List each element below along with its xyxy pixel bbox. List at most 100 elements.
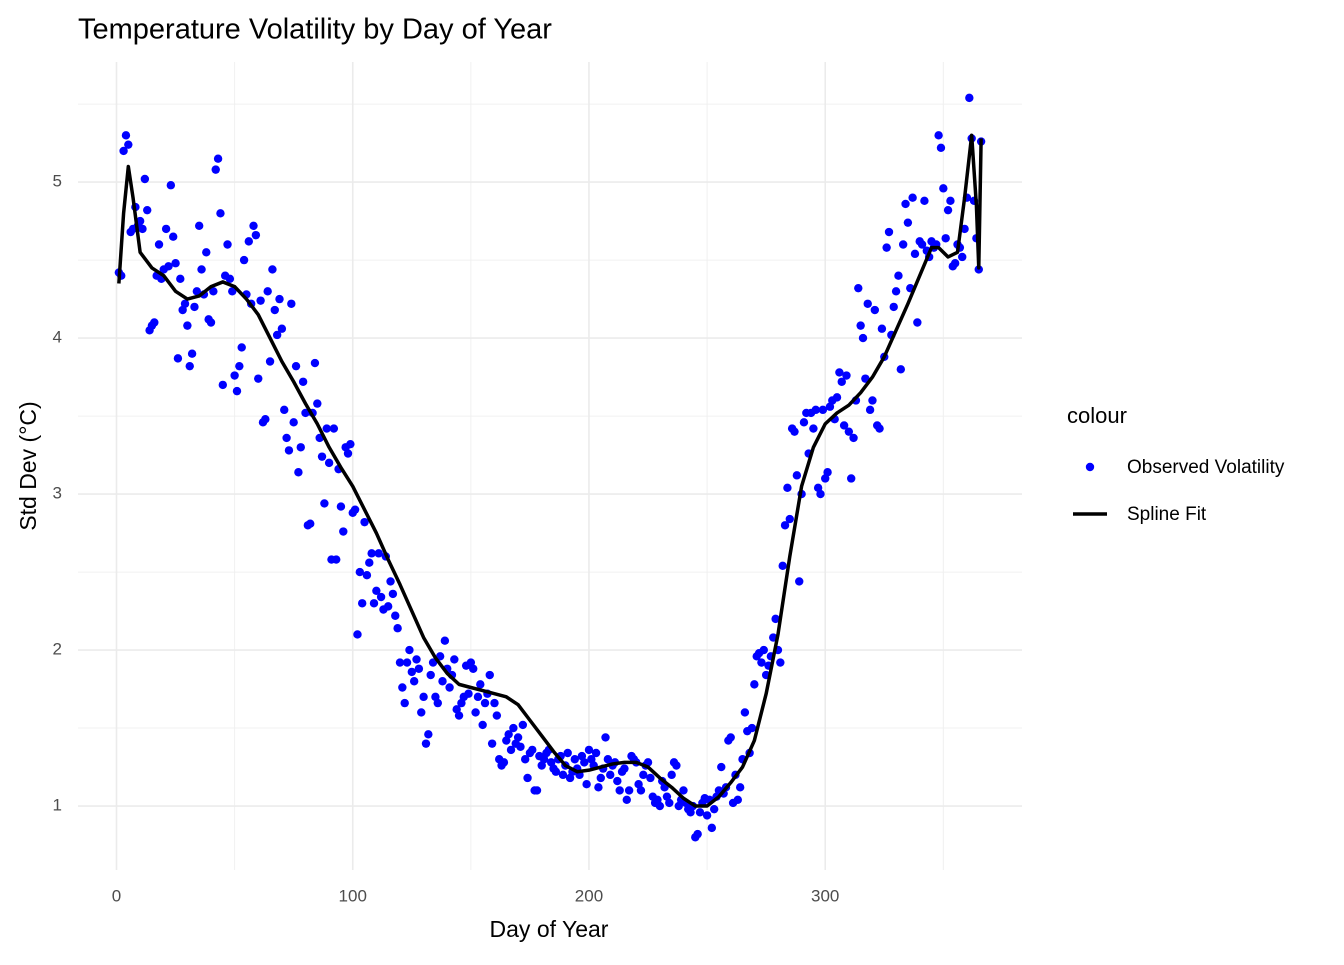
data-point [861,374,870,383]
data-point [941,234,950,243]
data-point [400,698,409,708]
data-point [362,570,372,580]
data-point [405,645,414,655]
data-point [620,764,629,773]
data-point [528,745,537,755]
data-point [183,321,192,330]
x-tick-label: 200 [575,886,603,905]
data-point [268,265,277,274]
data-point [161,224,171,234]
data-point [313,399,322,408]
data-point [298,377,308,386]
data-point [206,318,216,327]
data-point [296,443,305,452]
data-point [211,165,220,174]
data-point [594,783,603,792]
data-point [263,287,272,296]
data-point [355,567,365,577]
data-point [854,283,863,293]
data-point [426,670,435,680]
y-tick-label: 2 [53,640,62,659]
data-point [844,427,854,436]
data-point [832,393,842,402]
data-point [317,452,327,461]
data-point [239,255,249,265]
legend-label: Spline Fit [1127,504,1207,525]
data-point [171,259,180,268]
data-point [320,499,329,508]
data-point [776,658,785,667]
data-point [251,230,261,240]
data-point [187,349,197,358]
data-point [891,287,901,296]
x-tick-label: 0 [112,886,121,905]
data-point [934,131,943,140]
data-point [811,405,820,415]
data-point [889,302,898,312]
data-point [478,720,487,730]
data-point [913,318,922,327]
data-point [747,723,757,733]
data-point [516,742,525,751]
data-point [726,733,735,742]
data-point [695,808,705,817]
data-point [445,683,454,692]
data-point [513,733,523,742]
data-point [294,468,303,477]
data-point [407,667,417,677]
data-point [740,708,750,717]
data-point [119,146,128,156]
data-point [816,489,825,499]
data-point [613,776,622,786]
data-point [490,698,499,708]
data-point [965,93,974,103]
y-tick-label: 1 [53,796,62,815]
data-point [693,829,702,839]
data-point [792,471,802,480]
data-point [301,408,310,418]
data-point [936,143,946,152]
data-point [353,630,362,639]
data-point [435,652,445,661]
data-point [875,424,884,433]
data-point [601,733,610,742]
data-point [473,692,483,702]
data-point [570,755,580,764]
data-point [735,783,745,792]
data-point [950,259,960,268]
data-point [709,804,719,814]
data-point [757,658,766,667]
data-point [365,558,374,567]
data-point [520,755,530,764]
chart-title: Temperature Volatility by Day of Year [78,14,552,46]
data-point [783,483,792,493]
data-point [655,801,665,811]
data-point [367,549,376,558]
data-point [190,302,199,312]
y-tick-label: 3 [53,484,62,503]
data-point [322,424,331,433]
data-point [672,761,681,770]
data-point [454,711,464,720]
data-point [591,748,601,758]
data-point [383,602,393,611]
data-point [518,720,528,730]
data-point [244,237,253,246]
data-point [785,514,794,524]
data-point [438,677,447,686]
data-point [750,680,759,689]
data-point [823,468,832,477]
data-point [476,680,485,689]
data-point [393,624,402,633]
data-point [213,154,223,163]
legend-label: Observed Volatility [1127,457,1285,478]
data-point [336,502,346,511]
data-point [894,271,903,280]
data-point [284,446,294,455]
data-point [216,209,225,218]
data-point [230,371,239,380]
data-point [176,274,185,284]
data-point [958,252,967,262]
data-point [218,380,228,390]
